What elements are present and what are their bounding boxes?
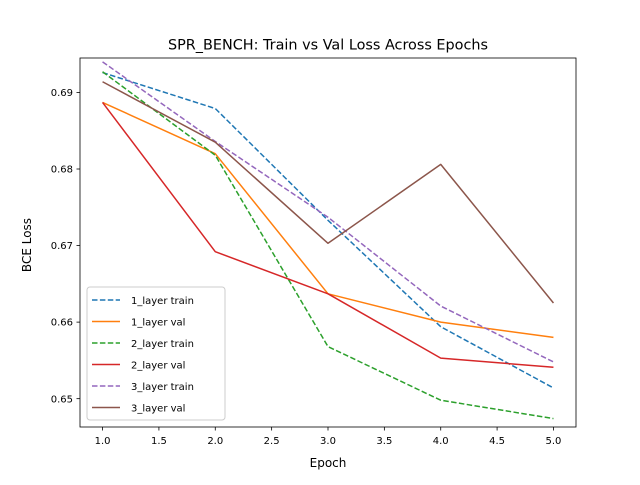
y-tick-label: 0.69	[51, 88, 73, 99]
legend-label-6: 3_layer val	[131, 404, 185, 415]
series-line-5	[102, 61, 554, 363]
legend-label-3: 2_layer train	[131, 339, 194, 350]
series-line-6	[102, 81, 555, 304]
chart-title: SPR_BENCH: Train vs Val Loss Across Epoc…	[168, 38, 488, 54]
y-tick-label: 0.67	[51, 241, 73, 252]
x-tick-label: 1.5	[151, 436, 167, 447]
x-axis-label: Epoch	[310, 456, 347, 470]
legend-frame	[86, 286, 226, 421]
legend-label-1: 1_layer train	[131, 296, 194, 307]
x-tick-label: 2.0	[207, 436, 223, 447]
series-line-3	[102, 71, 554, 420]
series-line-1	[102, 71, 554, 389]
y-axis-label: BCE Loss	[20, 218, 34, 272]
plot-area: 1.0 1.5 2.0 2.5 3.0 3.5 4.0 4.5 5.0 0.65 0.66 0.67 0…	[51, 57, 577, 447]
y-tick-label: 0.68	[51, 165, 73, 176]
x-tick-label: 5.0	[546, 436, 562, 447]
legend-label-4: 2_layer val	[131, 361, 185, 372]
x-tick-label: 3.0	[320, 436, 336, 447]
x-tick-label: 4.0	[433, 436, 449, 447]
legend-label-5: 3_layer train	[131, 382, 194, 393]
x-tick-label: 4.5	[489, 436, 505, 447]
x-tick-label: 3.5	[376, 436, 392, 447]
series-line-4	[101, 101, 554, 369]
legend: 1_layer train 1_layer val 2_layer train 2_l…	[86, 286, 226, 421]
legend-label-2: 1_layer val	[131, 318, 185, 329]
y-tick-label: 0.66	[51, 318, 73, 329]
x-tick-label: 1.0	[95, 436, 111, 447]
y-tick-label: 0.65	[51, 394, 73, 405]
x-tick-label: 2.5	[264, 436, 280, 447]
